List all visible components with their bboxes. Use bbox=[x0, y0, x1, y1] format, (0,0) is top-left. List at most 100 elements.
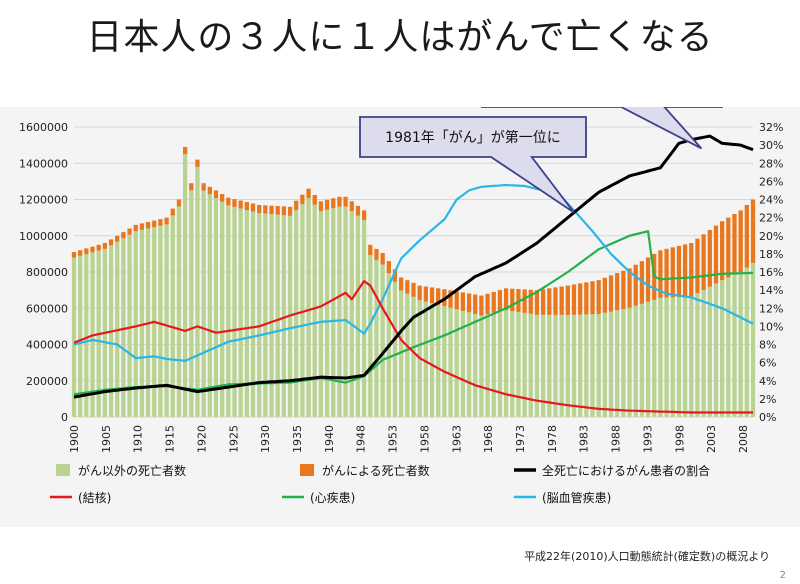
bar-other-deaths bbox=[590, 314, 595, 417]
bar-other-deaths bbox=[652, 299, 657, 417]
bar-other-deaths bbox=[207, 194, 212, 417]
bar-other-deaths bbox=[164, 224, 169, 417]
bar-cancer-deaths bbox=[485, 293, 490, 315]
bar-cancer-deaths bbox=[639, 261, 645, 304]
x-tick-label: 2003 bbox=[705, 425, 718, 453]
bar-cancer-deaths bbox=[676, 245, 682, 298]
bar-other-deaths bbox=[226, 205, 231, 417]
bar-other-deaths bbox=[732, 274, 737, 417]
bar-other-deaths bbox=[361, 220, 367, 417]
y-left-tick-label: 800000 bbox=[26, 266, 68, 279]
legend-label: (心疾患) bbox=[310, 490, 355, 505]
bar-other-deaths bbox=[423, 301, 428, 417]
bar-other-deaths bbox=[133, 231, 138, 417]
y-right-tick-label: 10% bbox=[759, 320, 783, 333]
legend-swatch bbox=[300, 464, 314, 476]
x-tick-label: 1905 bbox=[100, 425, 113, 453]
bar-other-deaths bbox=[368, 255, 373, 417]
bar-cancer-deaths bbox=[744, 204, 749, 268]
bar-other-deaths bbox=[627, 307, 632, 417]
bar-other-deaths bbox=[701, 289, 706, 417]
chart: 0 200000 400000 600000 800000 1000000 1200000 1… bbox=[19, 107, 783, 505]
legend: がん以外の死亡者数 がんによる死亡者数 全死亡におけるがん患者の割合 (結核) (心疾患… bbox=[50, 463, 710, 505]
legend-label: (脳血管疾患) bbox=[542, 490, 611, 505]
bar-cancer-deaths bbox=[145, 221, 151, 229]
bar-cancer-deaths bbox=[275, 206, 280, 215]
bar-cancer-deaths bbox=[707, 229, 712, 287]
bar-cancer-deaths bbox=[522, 289, 527, 313]
y-right-tick-label: 22% bbox=[759, 212, 783, 225]
bar-other-deaths bbox=[559, 314, 564, 417]
line-cerebrovascular bbox=[73, 183, 754, 362]
x-tick-label: 1910 bbox=[132, 425, 145, 453]
bar-cancer-deaths bbox=[479, 295, 484, 316]
bar-other-deaths bbox=[275, 214, 280, 417]
series-lines bbox=[73, 134, 754, 414]
bar-other-deaths bbox=[639, 303, 645, 417]
bar-other-deaths bbox=[491, 312, 496, 417]
bar-other-deaths bbox=[676, 297, 682, 417]
bar-other-deaths bbox=[578, 314, 583, 417]
x-tick-label: 1915 bbox=[164, 425, 177, 453]
y-left-tick-label: 1200000 bbox=[19, 194, 68, 207]
bar-cancer-deaths bbox=[343, 196, 348, 207]
bar-cancer-deaths bbox=[553, 287, 558, 315]
bar-cancer-deaths bbox=[78, 250, 83, 256]
y-left-tick-label: 1000000 bbox=[19, 230, 68, 243]
bar-other-deaths bbox=[664, 297, 669, 417]
callout-1981: 1981年「がん」が第一位に bbox=[359, 116, 587, 214]
y-right-tick-label: 4% bbox=[759, 375, 776, 388]
y-right-tick-label: 2% bbox=[759, 393, 776, 406]
bar-other-deaths bbox=[405, 293, 410, 417]
bar-other-deaths bbox=[596, 314, 601, 417]
bar-other-deaths bbox=[374, 259, 379, 417]
bar-other-deaths bbox=[429, 303, 435, 417]
bar-cancer-deaths bbox=[423, 286, 428, 302]
bar-other-deaths bbox=[707, 286, 712, 417]
bar-cancer-deaths bbox=[633, 264, 638, 306]
bar-cancer-deaths bbox=[405, 280, 410, 294]
bar-cancer-deaths bbox=[473, 294, 478, 314]
bar-cancer-deaths bbox=[220, 194, 225, 202]
bar-other-deaths bbox=[565, 314, 570, 417]
bar-other-deaths bbox=[633, 305, 638, 417]
bar-other-deaths bbox=[78, 255, 83, 417]
bar-other-deaths bbox=[195, 166, 200, 417]
bar-cancer-deaths bbox=[102, 243, 108, 249]
legend-label: がんによる死亡者数 bbox=[322, 463, 430, 478]
y-right-tick-label: 6% bbox=[759, 357, 776, 370]
bar-cancer-deaths bbox=[294, 200, 299, 210]
bar-cancer-deaths bbox=[695, 238, 700, 294]
bar-other-deaths bbox=[522, 312, 527, 417]
bar-other-deaths bbox=[602, 312, 607, 417]
bar-cancer-deaths bbox=[615, 273, 620, 311]
y-right-tick-label: 18% bbox=[759, 248, 783, 261]
bar-cancer-deaths bbox=[645, 257, 651, 302]
bar-cancer-deaths bbox=[497, 290, 503, 312]
bar-cancer-deaths bbox=[466, 293, 472, 313]
bar-other-deaths bbox=[343, 206, 348, 417]
x-tick-label: 1973 bbox=[514, 425, 527, 453]
bar-cancer-deaths bbox=[559, 286, 564, 315]
bar-other-deaths bbox=[312, 204, 317, 417]
y-right-tick-label: 30% bbox=[759, 139, 783, 152]
x-tick-label: 1983 bbox=[578, 425, 591, 453]
bar-cancer-deaths bbox=[701, 234, 706, 290]
bar-other-deaths bbox=[306, 198, 311, 417]
bar-cancer-deaths bbox=[658, 250, 663, 298]
bar-other-deaths bbox=[269, 214, 274, 417]
bar-other-deaths bbox=[571, 314, 577, 417]
source-note: 平成22年(2010)人口動態統計(確定数)の概況より bbox=[524, 550, 770, 563]
bar-cancer-deaths bbox=[164, 217, 169, 225]
y-right-tick-label: 32% bbox=[759, 121, 783, 134]
bar-cancer-deaths bbox=[528, 289, 533, 314]
bar-cancer-deaths bbox=[226, 197, 231, 206]
bar-other-deaths bbox=[84, 254, 89, 417]
bar-cancer-deaths bbox=[244, 202, 249, 211]
bar-cancer-deaths bbox=[571, 284, 577, 315]
page-title: 日本人の３人に１人はがんで亡くなる bbox=[86, 17, 714, 58]
bar-cancer-deaths bbox=[170, 208, 175, 216]
x-tick-label: 1920 bbox=[195, 425, 208, 453]
bar-cancer-deaths bbox=[565, 285, 570, 315]
bar-cancer-deaths bbox=[121, 232, 126, 239]
